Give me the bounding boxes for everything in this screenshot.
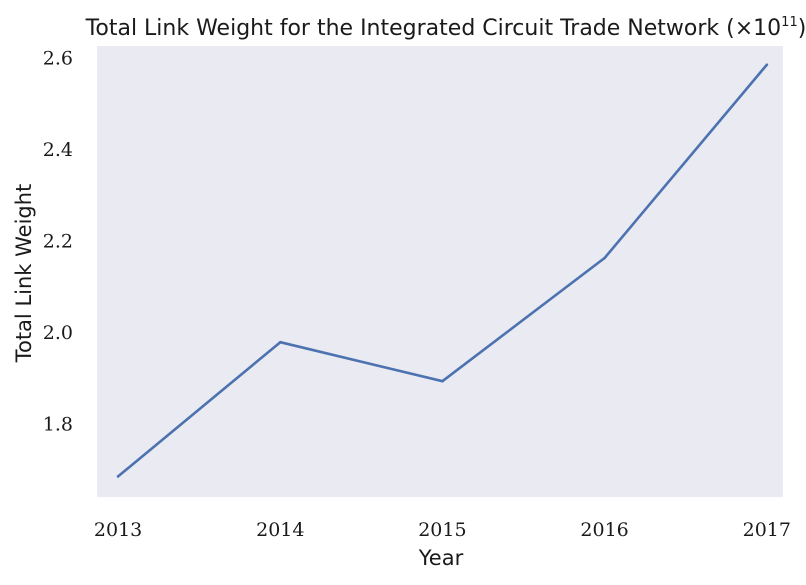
data-point — [441, 379, 444, 383]
data-point — [279, 340, 282, 344]
chart-title-exponent: 11 — [781, 15, 798, 30]
series-layer — [116, 63, 769, 478]
chart-title: Total Link Weight for the Integrated Cir… — [85, 15, 806, 41]
chart-title-close: ) — [798, 16, 806, 41]
x-tick-label: 2017 — [743, 519, 791, 541]
y-tick-labels: 1.8 2.0 2.2 2.4 2.6 — [43, 47, 73, 435]
data-point — [603, 256, 606, 260]
x-tick-label: 2014 — [256, 519, 304, 541]
chart-title-main: Total Link Weight for the Integrated Cir… — [85, 16, 782, 41]
x-tick-labels: 2013 2014 2015 2016 2017 — [94, 519, 791, 541]
plot-area — [97, 46, 783, 497]
x-tick-label: 2013 — [94, 519, 142, 541]
data-point — [116, 475, 120, 478]
x-tick-label: 2016 — [580, 519, 628, 541]
data-point — [765, 63, 769, 67]
y-tick-label: 2.2 — [43, 231, 73, 253]
y-tick-label: 2.6 — [43, 47, 73, 69]
y-tick-label: 2.4 — [43, 139, 73, 161]
y-tick-label: 2.0 — [43, 322, 73, 344]
y-axis-label: Total Link Weight — [12, 184, 36, 364]
x-axis-label: Year — [418, 546, 464, 570]
x-tick-label: 2015 — [418, 519, 466, 541]
y-tick-label: 1.8 — [43, 414, 73, 436]
